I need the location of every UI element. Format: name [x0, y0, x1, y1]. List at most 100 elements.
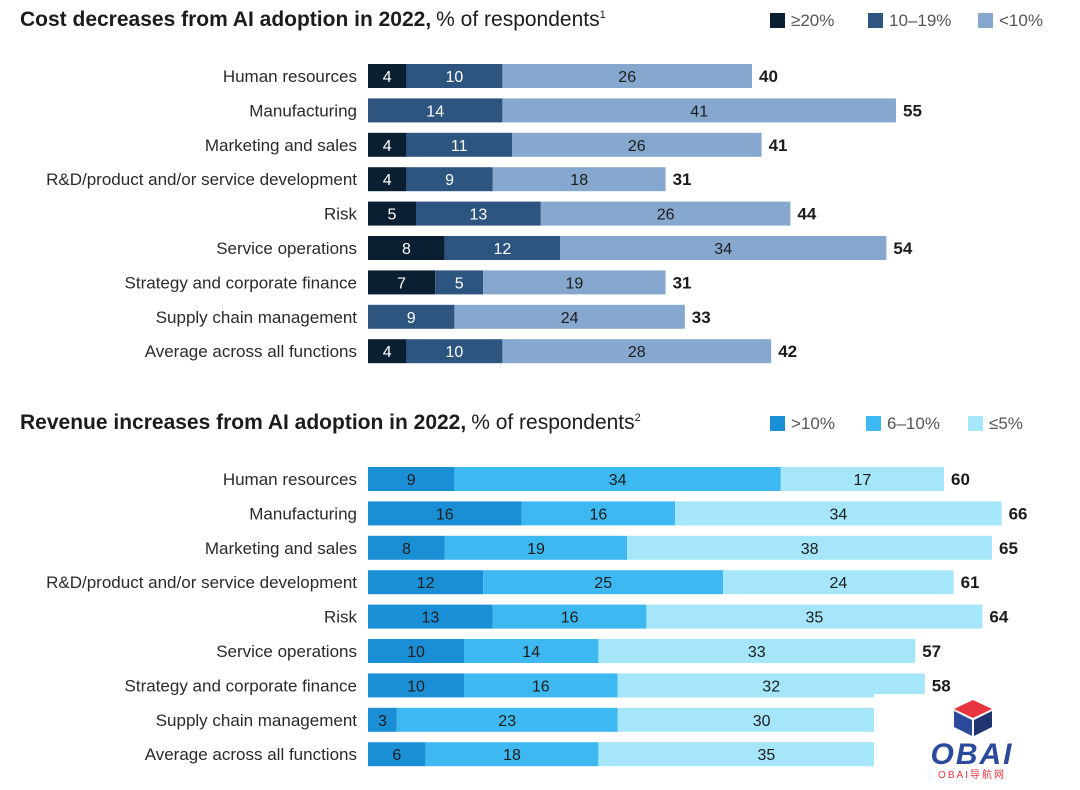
bar-segment [675, 501, 1002, 526]
bar-segment [406, 339, 503, 364]
bar-row: Manufacturing 16 16 34 66 [249, 501, 1028, 526]
segment-value-label: 10 [446, 344, 464, 361]
bar-row: Human resources 9 34 17 60 [223, 467, 970, 491]
bar-row: Manufacturing 14 41 55 [249, 98, 922, 123]
segment-value-label: 14 [426, 103, 444, 120]
segment-value-label: 4 [383, 138, 392, 155]
total-value-label: 41 [769, 136, 788, 155]
segment-value-label: 35 [806, 610, 824, 627]
bar-segment [617, 673, 925, 698]
bar-row: Service operations 10 14 33 57 [216, 639, 941, 663]
bar-segment [512, 132, 762, 157]
bar-segment [492, 167, 666, 192]
category-label: Marketing and sales [205, 539, 357, 558]
segment-value-label: 10 [407, 678, 425, 695]
bar-segment [780, 467, 944, 491]
bar-segment [502, 98, 896, 123]
bar-segment [368, 501, 522, 526]
bar-row: Average across all functions 4 10 28 42 [145, 339, 797, 364]
segment-value-label: 30 [753, 713, 771, 730]
bar-segment [368, 570, 484, 595]
category-label: Strategy and corporate finance [125, 676, 357, 695]
segment-value-label: 16 [561, 610, 579, 627]
legend-swatch [770, 13, 785, 28]
segment-value-label: 24 [561, 310, 579, 327]
bar-segment [454, 467, 781, 491]
chart-title-main: Revenue increases from AI adoption in 20… [20, 411, 466, 434]
bar-row: Supply chain management 3 23 30 [156, 707, 906, 732]
total-value-label: 31 [673, 273, 692, 292]
footnote-marker: 2 [635, 412, 641, 424]
category-label: R&D/product and/or service development [46, 573, 357, 592]
segment-value-label: 17 [854, 472, 872, 489]
watermark-cube-top [954, 700, 992, 718]
chart-subtitle: % of respondents [436, 8, 599, 31]
legend-swatch [868, 13, 883, 28]
segment-value-label: 13 [422, 610, 440, 627]
segment-value-label: 11 [451, 138, 468, 155]
bar-segment [598, 639, 916, 663]
category-label: Human resources [223, 470, 357, 489]
total-value-label: 31 [673, 170, 692, 189]
chart-revenue-increases: Revenue increases from AI adoption in 20… [20, 411, 1028, 767]
bar-segment [521, 501, 676, 526]
segment-value-label: 18 [570, 172, 588, 189]
segment-value-label: 34 [609, 472, 627, 489]
bar-segment [396, 707, 618, 732]
bar-segment [368, 673, 464, 698]
legend-swatch [968, 416, 983, 431]
category-label: Average across all functions [145, 745, 357, 764]
segment-value-label: 12 [494, 241, 512, 258]
segment-value-label: 19 [566, 275, 584, 292]
chart-title: Revenue increases from AI adoption in 20… [20, 411, 641, 434]
segment-value-label: 6 [392, 747, 401, 764]
total-value-label: 57 [922, 642, 941, 661]
bar-segment [368, 132, 407, 157]
category-label: Human resources [223, 67, 357, 86]
segment-value-label: 32 [762, 678, 780, 695]
segment-value-label: 5 [388, 207, 397, 224]
watermark-cube-right [974, 711, 992, 736]
segment-value-label: 23 [498, 713, 516, 730]
segment-value-label: 7 [397, 275, 406, 292]
bar-row: Marketing and sales 4 11 26 41 [205, 132, 788, 157]
segment-value-label: 38 [801, 541, 819, 558]
bar-segment [406, 132, 512, 157]
segment-value-label: 9 [445, 172, 454, 189]
bar-segment [368, 201, 416, 226]
bar-segment [368, 535, 445, 560]
segment-value-label: 4 [383, 344, 392, 361]
bar-row: R&D/product and/or service development 4 9… [46, 167, 692, 192]
legend-label: 10–19% [889, 11, 951, 30]
segment-value-label: 16 [436, 506, 454, 523]
footnote-marker: 1 [600, 9, 606, 21]
category-label: Service operations [216, 642, 357, 661]
segment-value-label: 19 [527, 541, 545, 558]
segment-value-label: 9 [407, 310, 416, 327]
total-value-label: 40 [759, 67, 778, 86]
total-value-label: 60 [951, 470, 970, 489]
total-value-label: 61 [961, 573, 980, 592]
category-label: R&D/product and/or service development [46, 170, 357, 189]
bar-segment [444, 236, 560, 260]
chart-cost-decreases: Cost decreases from AI adoption in 2022,… [20, 8, 1043, 364]
bar-segment [560, 236, 887, 260]
bar-segment [502, 339, 772, 364]
bar-row: R&D/product and/or service development 12… [46, 570, 980, 595]
category-label: Manufacturing [249, 101, 357, 120]
bar-segment [368, 167, 407, 192]
chart-subtitle: % of respondents [471, 411, 634, 434]
category-label: Average across all functions [145, 342, 357, 361]
category-label: Manufacturing [249, 504, 357, 523]
segment-value-label: 28 [628, 344, 646, 361]
segment-value-label: 24 [830, 575, 848, 592]
bar-segment [464, 639, 599, 663]
segment-value-label: 16 [590, 506, 608, 523]
watermark-logo: OBAI OBAI导航网 [931, 700, 1012, 781]
segment-value-label: 18 [503, 747, 521, 764]
segment-value-label: 8 [402, 241, 411, 258]
total-value-label: 55 [903, 101, 922, 120]
category-label: Supply chain management [156, 711, 358, 730]
category-label: Service operations [216, 239, 357, 258]
